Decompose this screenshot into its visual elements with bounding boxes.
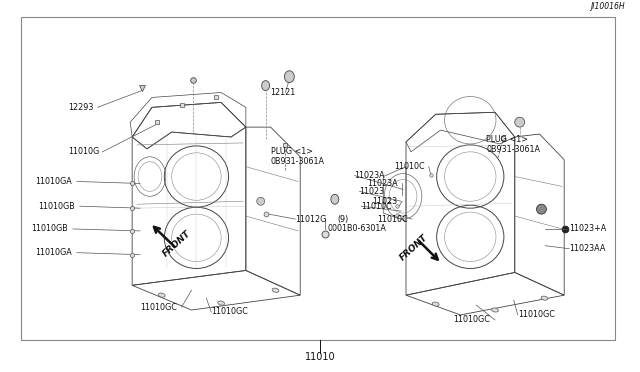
Ellipse shape <box>432 302 439 306</box>
Text: 12121: 12121 <box>271 88 296 97</box>
Bar <box>21 17 614 340</box>
Text: 11010GB: 11010GB <box>31 224 68 234</box>
Text: 11010GC: 11010GC <box>211 308 248 317</box>
Text: 11023: 11023 <box>360 187 385 196</box>
Text: 0001B0-6301A: 0001B0-6301A <box>328 224 387 234</box>
Text: JI10016H: JI10016H <box>590 3 625 12</box>
Text: 11010GA: 11010GA <box>35 248 72 257</box>
Text: 11010GC: 11010GC <box>518 311 555 320</box>
Text: (9): (9) <box>338 215 349 224</box>
Ellipse shape <box>159 293 165 297</box>
Circle shape <box>515 117 525 127</box>
Text: 11010C: 11010C <box>394 162 425 171</box>
Ellipse shape <box>272 288 279 292</box>
Text: PLUG <1>: PLUG <1> <box>271 147 312 156</box>
Text: FRONT: FRONT <box>398 233 429 263</box>
Ellipse shape <box>331 194 339 204</box>
Text: 11023A: 11023A <box>355 171 385 180</box>
Text: 11010GC: 11010GC <box>140 302 177 311</box>
Circle shape <box>257 197 264 205</box>
Text: 11010GA: 11010GA <box>35 177 72 186</box>
Ellipse shape <box>218 301 225 305</box>
Text: 0B931-3061A: 0B931-3061A <box>486 145 540 154</box>
Text: 11023AA: 11023AA <box>569 244 605 253</box>
Ellipse shape <box>262 81 269 90</box>
Text: 11010: 11010 <box>305 352 335 362</box>
Circle shape <box>536 204 547 214</box>
Text: 11023: 11023 <box>372 197 397 206</box>
Text: FRONT: FRONT <box>161 229 193 259</box>
Ellipse shape <box>284 71 294 83</box>
Text: 0B931-3061A: 0B931-3061A <box>271 157 324 166</box>
Text: 11023+A: 11023+A <box>569 224 606 234</box>
Text: 12293: 12293 <box>68 103 93 112</box>
Text: 11010G: 11010G <box>68 147 99 156</box>
Text: 11010C: 11010C <box>378 215 408 224</box>
Ellipse shape <box>541 296 548 300</box>
Text: 11010C: 11010C <box>362 202 392 211</box>
Text: PLUG <1>: PLUG <1> <box>486 135 528 144</box>
Text: 11023A: 11023A <box>367 179 398 188</box>
Text: 11010GC: 11010GC <box>454 315 490 324</box>
Text: 11010GB: 11010GB <box>38 202 75 211</box>
Text: 11012G: 11012G <box>295 215 326 224</box>
Ellipse shape <box>492 308 499 312</box>
